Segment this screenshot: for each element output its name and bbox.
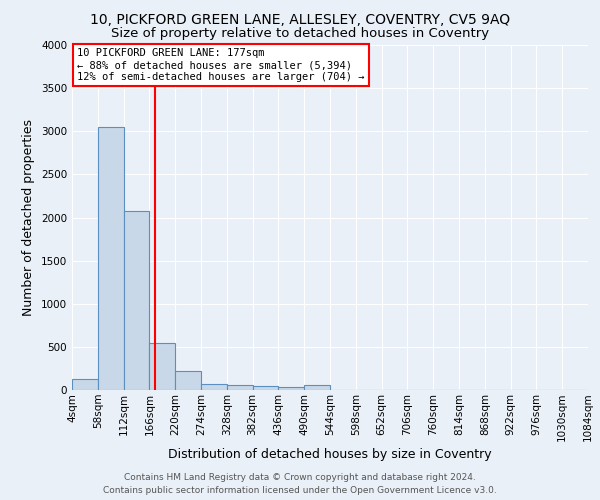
Text: Size of property relative to detached houses in Coventry: Size of property relative to detached ho… — [111, 28, 489, 40]
Text: Contains HM Land Registry data © Crown copyright and database right 2024.
Contai: Contains HM Land Registry data © Crown c… — [103, 474, 497, 495]
Y-axis label: Number of detached properties: Number of detached properties — [22, 119, 35, 316]
X-axis label: Distribution of detached houses by size in Coventry: Distribution of detached houses by size … — [168, 448, 492, 462]
Bar — [124, 210, 149, 390]
Bar — [175, 372, 201, 390]
Bar — [72, 379, 98, 390]
Text: 10 PICKFORD GREEN LANE: 177sqm
← 88% of detached houses are smaller (5,394)
12% : 10 PICKFORD GREEN LANE: 177sqm ← 88% of … — [77, 48, 365, 82]
Bar — [278, 386, 304, 390]
Bar — [149, 344, 175, 390]
Bar — [304, 386, 330, 390]
Bar — [98, 127, 124, 390]
Bar — [227, 386, 253, 390]
Bar — [201, 384, 227, 390]
Bar — [253, 386, 278, 390]
Text: 10, PICKFORD GREEN LANE, ALLESLEY, COVENTRY, CV5 9AQ: 10, PICKFORD GREEN LANE, ALLESLEY, COVEN… — [90, 12, 510, 26]
